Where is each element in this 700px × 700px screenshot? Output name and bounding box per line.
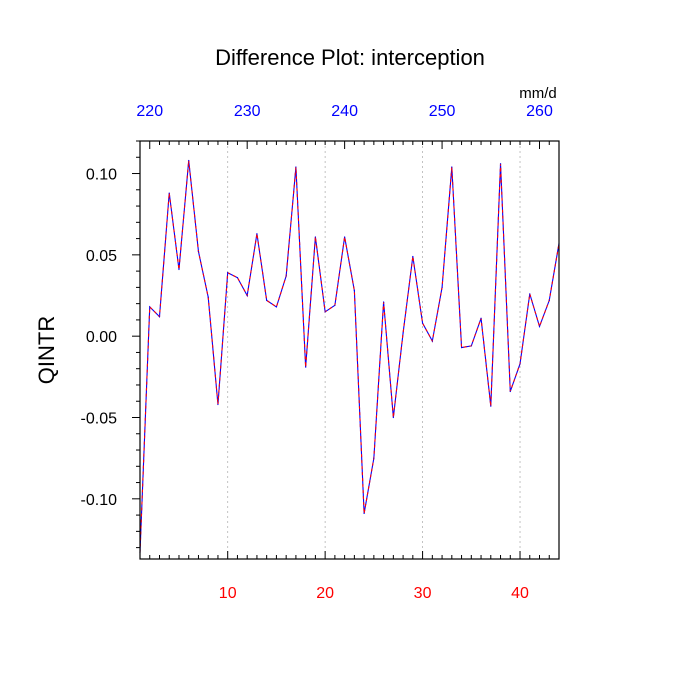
top-tick-label: 220: [136, 103, 163, 120]
data-point: [188, 159, 190, 162]
x-tick-label: 10: [219, 585, 237, 602]
data-point: [344, 236, 346, 238]
x-tick-label: 20: [316, 585, 334, 602]
data-point: [236, 277, 239, 279]
data-point: [441, 286, 443, 288]
data-point: [363, 512, 365, 515]
data-point: [519, 363, 521, 365]
data-point: [285, 275, 287, 277]
data-point: [538, 325, 541, 328]
tick-marks: [132, 140, 560, 559]
series-line-dash: [139, 160, 560, 553]
x-tick-label: 30: [414, 585, 432, 602]
data-point: [353, 290, 355, 292]
data-point: [499, 163, 502, 165]
data-point: [305, 366, 307, 368]
y-tick-label: 0.10: [86, 167, 117, 184]
data-point: [207, 296, 209, 298]
y-tick-label: 0.05: [86, 248, 117, 265]
data-point: [197, 250, 200, 253]
data-point: [149, 306, 151, 308]
data-point: [548, 299, 550, 301]
data-point: [431, 340, 433, 342]
data-point: [266, 299, 268, 301]
plot-frame: [139, 140, 560, 560]
data-point: [451, 166, 453, 168]
data-point: [529, 293, 531, 295]
top-tick-label: 230: [234, 103, 261, 120]
data-point: [334, 304, 336, 306]
data-point: [246, 294, 248, 297]
data-point: [295, 166, 297, 168]
data-point: [373, 457, 375, 459]
data-point: [480, 317, 482, 319]
data-point: [178, 268, 180, 271]
grid-lines: [227, 141, 521, 559]
x-tick-label: 40: [511, 585, 529, 602]
data-point: [168, 192, 170, 194]
data-point: [460, 346, 463, 349]
y-tick-label: 0.00: [86, 329, 117, 346]
data-point: [217, 403, 219, 406]
data-point: [324, 311, 326, 313]
data-point: [158, 316, 161, 318]
data-point: [470, 345, 472, 347]
data-point: [402, 332, 404, 334]
data-point: [275, 306, 278, 308]
data-point: [256, 233, 258, 235]
data-point: [314, 236, 316, 238]
y-tick-label: -0.10: [81, 492, 118, 509]
data-point: [421, 322, 424, 324]
y-axis-label: QINTR: [34, 316, 59, 384]
data-point: [412, 255, 414, 258]
top-tick-label: 240: [331, 103, 358, 120]
units-label: mm/d: [519, 85, 557, 102]
series-line: [139, 160, 560, 553]
data-point: [227, 272, 229, 274]
data-point: [383, 301, 385, 303]
tick-labels: 10 20 30 40 220 230 240 250 260 -0.10 -0.05 0.00 0.0…: [81, 103, 553, 602]
chart-title: Difference Plot: interception: [215, 45, 485, 70]
top-tick-label: 260: [526, 103, 553, 120]
data-point: [509, 390, 511, 393]
data-point: [392, 416, 394, 419]
series-layer: [139, 159, 560, 554]
data-point: [490, 405, 492, 407]
top-tick-label: 250: [429, 103, 456, 120]
y-tick-label: -0.05: [81, 410, 118, 427]
